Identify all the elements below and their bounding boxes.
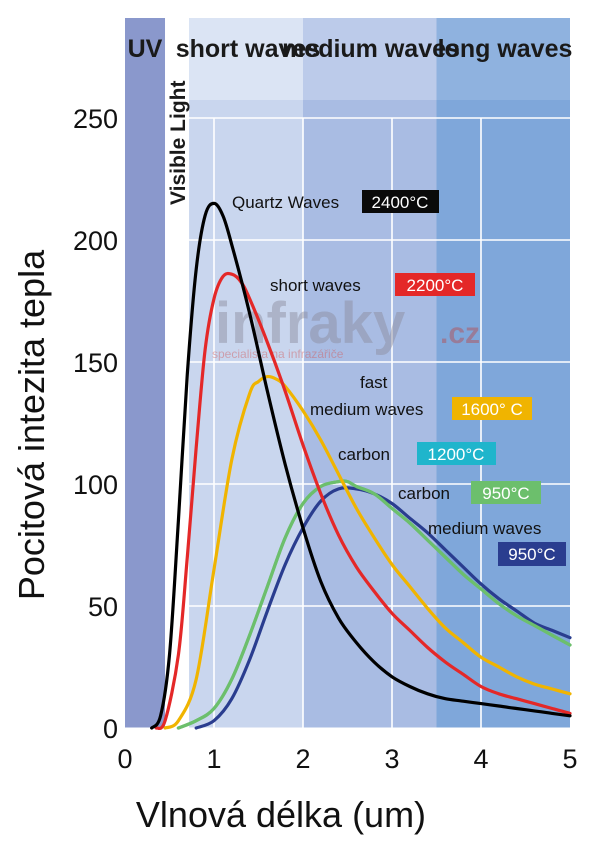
watermark-domain: .cz <box>440 317 480 350</box>
series-line-2 <box>163 374 572 730</box>
annotation-short-badge <box>395 273 475 296</box>
band-label-long-waves: long waves <box>438 35 573 63</box>
annotation-quartz-badge-text: 2400°C <box>372 193 429 212</box>
band-3 <box>303 18 437 728</box>
band-header-3 <box>303 18 437 100</box>
y-axis-title: Pocitová intezita tepla <box>11 249 52 600</box>
series-line-5 <box>194 486 572 730</box>
annotation-short-badge-text: 2200°C <box>407 276 464 295</box>
annotation-carbon950-badge-text: 950°C <box>482 484 529 503</box>
band-labels: UV Visible Light short waves medium wave… <box>128 35 573 205</box>
x-tick-4: 4 <box>473 744 488 774</box>
y-tick-0: 0 <box>103 714 118 744</box>
band-header-2 <box>189 18 303 100</box>
annotation-fast-badge-text: 1600° C <box>461 400 523 419</box>
x-tick-2: 2 <box>295 744 310 774</box>
annotation-fast-line1: fast <box>360 373 388 392</box>
annotation-medium950-label: medium waves <box>428 519 541 538</box>
annotation-short-label: short waves <box>270 276 361 295</box>
band-4 <box>436 18 570 728</box>
band-header-4 <box>436 18 570 100</box>
annotation-carbon1200-badge <box>417 442 496 465</box>
annotation-carbon1200-label: carbon <box>338 445 390 464</box>
x-axis-title: Vlnová délka (um) <box>136 794 426 835</box>
y-tick-50: 50 <box>88 592 118 622</box>
y-tick-250: 250 <box>73 104 118 134</box>
x-tick-1: 1 <box>206 744 221 774</box>
band-label-short-waves: short waves <box>176 35 321 63</box>
annotations: Quartz Waves 2400°C short waves 2200°C f… <box>232 190 566 566</box>
x-tick-labels: 0 1 2 3 4 5 <box>117 744 577 774</box>
x-tick-3: 3 <box>384 744 399 774</box>
annotation-carbon950-label: carbon <box>398 484 450 503</box>
band-label-uv: UV <box>128 35 163 63</box>
annotation-carbon1200-badge-text: 1200°C <box>428 445 485 464</box>
band-0 <box>125 18 166 728</box>
annotation-quartz-badge <box>362 190 439 213</box>
annotation-quartz-label: Quartz Waves <box>232 193 339 212</box>
series-curves <box>150 201 572 731</box>
grid-lines <box>125 117 570 729</box>
annotation-carbon950-badge <box>471 481 541 504</box>
band-1 <box>165 18 190 728</box>
y-tick-labels: 0 50 100 150 200 250 <box>73 104 118 744</box>
series-line-4 <box>176 479 572 730</box>
band-label-medium-waves: medium waves <box>282 35 460 63</box>
x-tick-0: 0 <box>117 744 132 774</box>
annotation-fast-label: medium waves <box>310 400 423 419</box>
y-tick-100: 100 <box>73 470 118 500</box>
y-tick-200: 200 <box>73 226 118 256</box>
series-line-1 <box>154 271 572 731</box>
x-tick-5: 5 <box>562 744 577 774</box>
y-tick-150: 150 <box>73 348 118 378</box>
annotation-medium950-badge-text: 950°C <box>508 545 555 564</box>
annotation-fast-badge <box>452 397 532 420</box>
annotation-medium950-badge <box>498 542 566 566</box>
series-line-0 <box>150 201 572 730</box>
band-label-visible-light: Visible Light <box>167 81 190 205</box>
watermark-tagline: specialista na infrazářiče <box>212 347 344 361</box>
wavelength-bands <box>125 18 570 728</box>
